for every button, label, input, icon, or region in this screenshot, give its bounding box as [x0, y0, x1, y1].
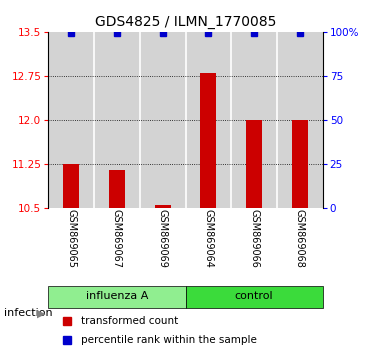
Bar	[109, 170, 125, 208]
Text: influenza A: influenza A	[86, 291, 148, 301]
FancyBboxPatch shape	[186, 286, 323, 308]
FancyBboxPatch shape	[48, 286, 186, 308]
Bar	[155, 205, 171, 208]
Text: GSM869065: GSM869065	[66, 209, 76, 268]
Title: GDS4825 / ILMN_1770085: GDS4825 / ILMN_1770085	[95, 16, 276, 29]
Text: ▶: ▶	[37, 308, 46, 318]
Text: GSM869067: GSM869067	[112, 209, 122, 268]
Bar	[200, 73, 216, 208]
Bar	[246, 120, 262, 208]
Text: control: control	[235, 291, 273, 301]
Bar	[63, 164, 79, 208]
Text: GSM869064: GSM869064	[203, 209, 213, 268]
Bar	[292, 120, 308, 208]
Text: transformed count: transformed count	[81, 316, 178, 326]
Text: GSM869066: GSM869066	[249, 209, 259, 268]
Text: infection: infection	[4, 308, 52, 318]
Text: percentile rank within the sample: percentile rank within the sample	[81, 335, 257, 345]
Text: GSM869068: GSM869068	[295, 209, 305, 268]
Text: GSM869069: GSM869069	[158, 209, 168, 268]
